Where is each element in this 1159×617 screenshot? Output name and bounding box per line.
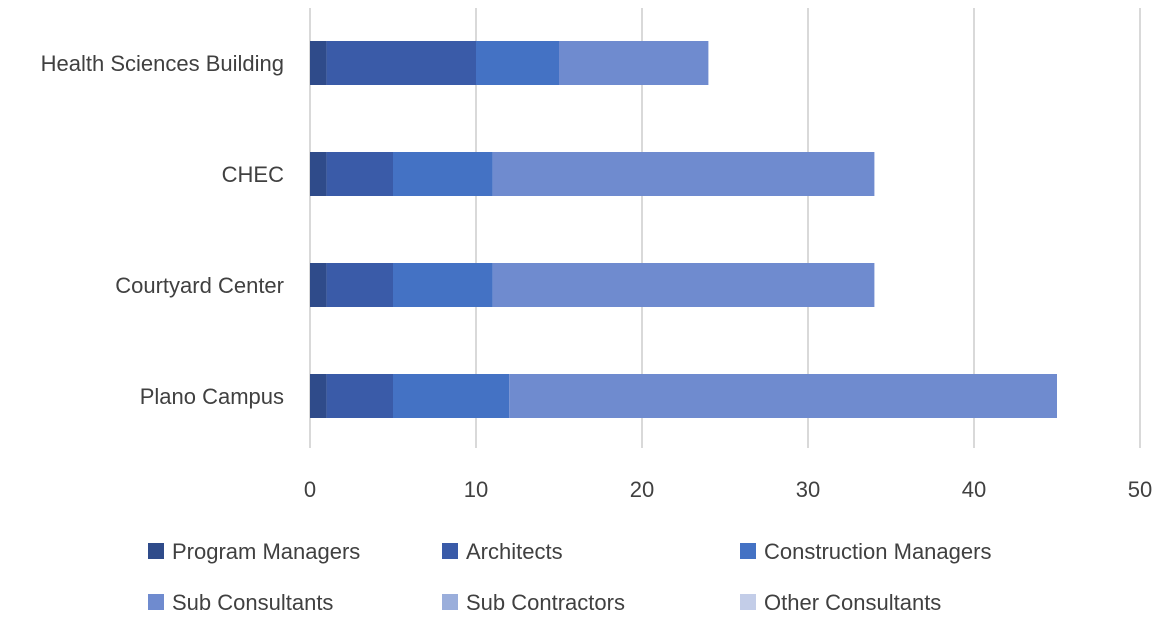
bar-segment-3-1 [326,374,393,418]
legend-label-5: Other Consultants [764,590,941,615]
category-label-2: Courtyard Center [115,273,284,298]
bar-segment-0-3 [559,41,709,85]
bar-segment-1-1 [326,152,393,196]
bar-segment-2-0 [310,263,327,307]
bar-segment-1-3 [492,152,875,196]
legend-label-1: Architects [466,539,563,564]
bar-segment-2-2 [393,263,493,307]
x-tick-label-3: 30 [796,477,820,502]
legend-label-2: Construction Managers [764,539,991,564]
legend-item-1: Architects [442,539,563,564]
category-labels: Health Sciences Building CHEC Courtyard Ce… [41,51,284,409]
legend-swatch-3 [148,594,164,610]
legend-item-2: Construction Managers [740,539,991,564]
legend: Program Managers Architects Construction M… [148,539,991,615]
bar-segment-3-3 [509,374,1057,418]
legend-item-0: Program Managers [148,539,360,564]
category-label-0: Health Sciences Building [41,51,284,76]
bar-segment-1-2 [393,152,493,196]
x-tick-label-2: 20 [630,477,654,502]
x-tick-label-1: 10 [464,477,488,502]
legend-item-5: Other Consultants [740,590,941,615]
bar-segment-0-2 [476,41,559,85]
x-tick-label-4: 40 [962,477,986,502]
legend-item-4: Sub Contractors [442,590,625,615]
category-label-1: CHEC [222,162,284,187]
bar-segment-2-1 [326,263,393,307]
legend-swatch-4 [442,594,458,610]
legend-swatch-5 [740,594,756,610]
bar-segment-0-1 [326,41,476,85]
bar-segment-3-2 [393,374,510,418]
bar-segment-2-3 [492,263,875,307]
legend-item-3: Sub Consultants [148,590,333,615]
legend-label-0: Program Managers [172,539,360,564]
x-tick-labels: 0 10 20 30 40 50 [304,477,1152,502]
bar-segment-0-0 [310,41,327,85]
bar-segment-1-0 [310,152,327,196]
legend-label-3: Sub Consultants [172,590,333,615]
bar-segment-3-0 [310,374,327,418]
legend-swatch-2 [740,543,756,559]
legend-swatch-1 [442,543,458,559]
legend-label-4: Sub Contractors [466,590,625,615]
x-tick-label-5: 50 [1128,477,1152,502]
legend-swatch-0 [148,543,164,559]
category-label-3: Plano Campus [140,384,284,409]
x-tick-label-0: 0 [304,477,316,502]
bars [310,41,1057,418]
